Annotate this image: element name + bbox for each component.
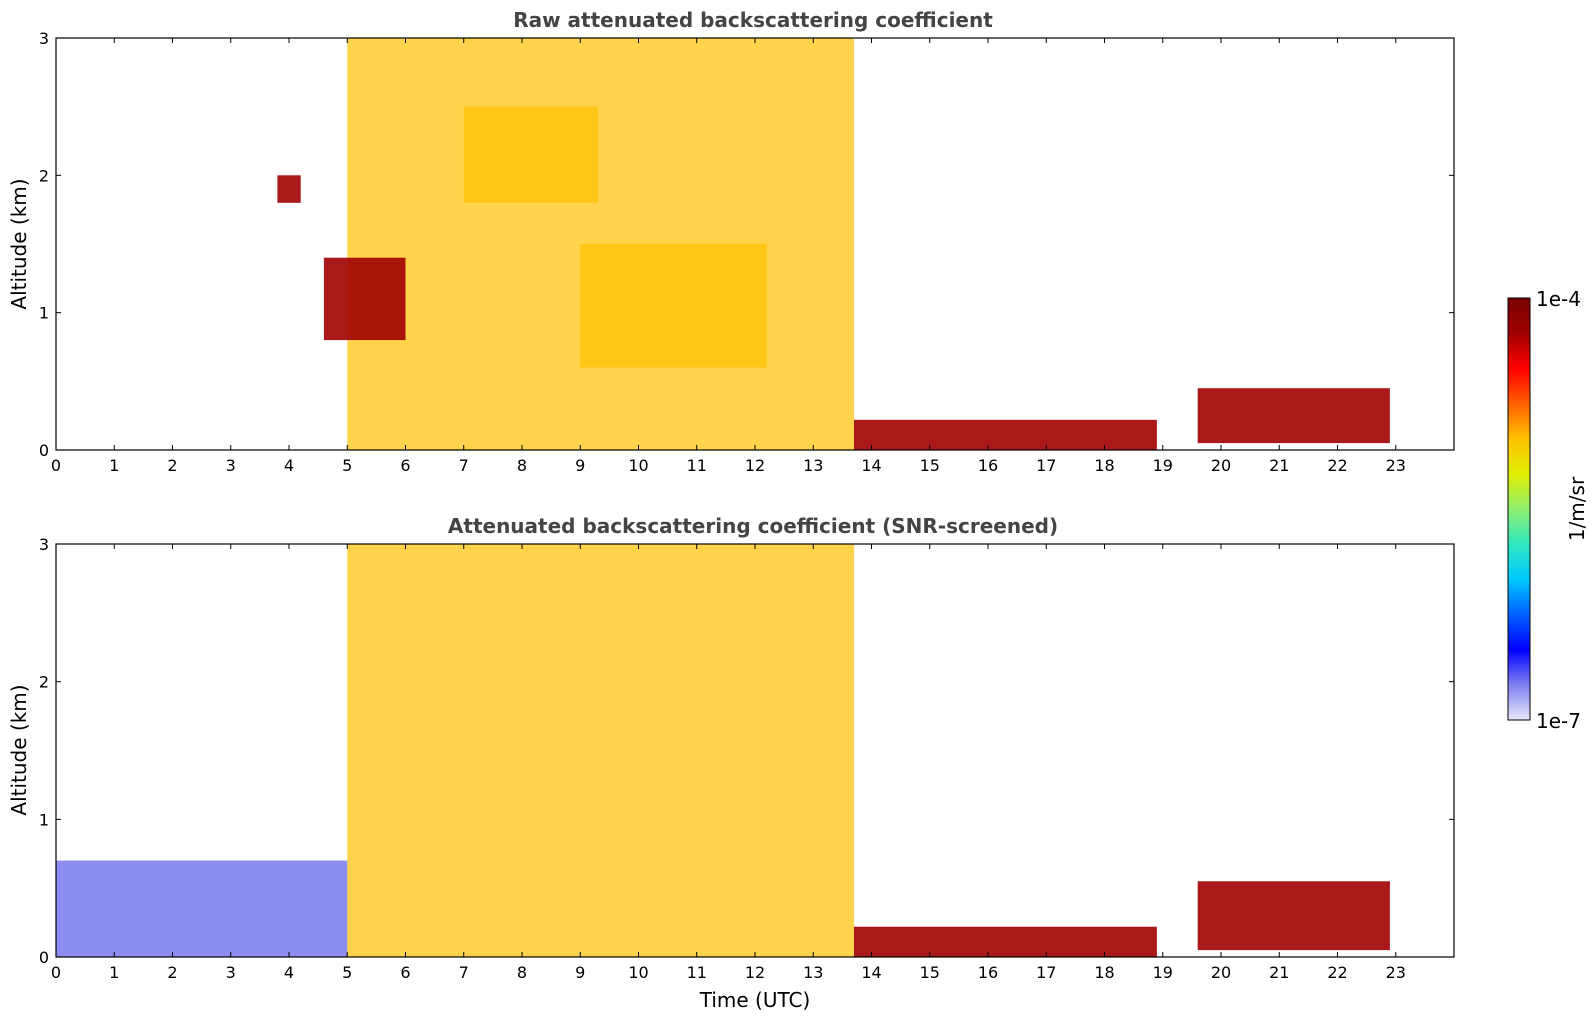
x-tick-label: 15 [920,963,940,982]
x-tick-label: 3 [226,963,236,982]
colorbar-bar [1507,297,1531,721]
top-plot-area [56,38,1454,450]
x-tick-label: 1 [109,456,119,475]
heatmap-feature [580,244,767,368]
x-tick-label: 3 [226,456,236,475]
x-tick-label: 14 [861,456,881,475]
x-tick-label: 16 [978,456,998,475]
x-tick-label: 7 [459,963,469,982]
x-tick-label: 5 [342,456,352,475]
x-tick-label: 20 [1211,456,1231,475]
y-tick-label: 2 [39,166,49,185]
heatmap-feature [1197,881,1390,951]
x-tick-label: 8 [517,963,527,982]
x-tick-label: 2 [167,456,177,475]
x-tick-label: 21 [1269,963,1289,982]
top-panel-title: Raw attenuated backscattering coefficien… [513,8,993,32]
bottom-y-axis-label: Altitude (km) [7,684,31,815]
colorbar-min-label: 1e-7 [1536,709,1581,733]
x-tick-label: 9 [575,963,585,982]
x-tick-label: 4 [284,963,294,982]
x-tick-label: 18 [1094,456,1114,475]
y-tick-label: 1 [39,810,49,829]
y-tick-label: 3 [39,535,49,554]
heatmap-feature [854,926,1157,957]
colorbar: 1e-4 1e-7 1/m/sr [1507,287,1589,733]
x-tick-label: 6 [400,456,410,475]
heatmap-feature [277,175,301,203]
colorbar-label: 1/m/sr [1565,476,1589,541]
y-tick-label: 2 [39,673,49,692]
top-y-ticks: 0 1 2 3 [39,29,1454,460]
x-tick-label: 1 [109,963,119,982]
x-tick-label: 12 [745,963,765,982]
bottom-plot-area [56,544,1454,957]
x-tick-label: 2 [167,963,177,982]
bottom-panel: 0 1 2 3 4 5 6 7 8 9 10 11 12 13 14 15 16 17 18 19 20 21 22 23 0… [39,535,1455,982]
x-tick-label: 20 [1211,963,1231,982]
colorbar-max-label: 1e-4 [1536,287,1581,311]
top-y-axis-label: Altitude (km) [7,178,31,309]
x-tick-label: 17 [1036,456,1056,475]
heatmap-feature [56,860,348,957]
y-tick-label: 0 [39,948,49,967]
y-tick-label: 0 [39,441,49,460]
x-tick-label: 11 [687,456,707,475]
top-x-ticks: 0 1 2 3 4 5 6 7 8 9 10 11 12 13 14 15 16 17 18 19 20 21 22 23 [51,38,1406,475]
x-tick-label: 9 [575,456,585,475]
x-tick-label: 22 [1327,963,1347,982]
x-axis-label: Time (UTC) [699,988,811,1012]
x-tick-label: 7 [459,456,469,475]
x-tick-label: 11 [687,963,707,982]
x-tick-label: 19 [1153,963,1173,982]
heatmap-feature [1197,388,1390,444]
x-tick-label: 0 [51,963,61,982]
bottom-panel-title: Attenuated backscattering coefficient (S… [448,514,1058,538]
x-tick-label: 17 [1036,963,1056,982]
x-tick-label: 15 [920,456,940,475]
x-tick-label: 10 [628,963,648,982]
x-tick-label: 16 [978,963,998,982]
x-tick-label: 23 [1386,963,1406,982]
bottom-y-ticks: 0 1 2 3 [39,535,1454,967]
x-tick-label: 21 [1269,456,1289,475]
bottom-x-ticks: 0 1 2 3 4 5 6 7 8 9 10 11 12 13 14 15 16 17 18 19 20 21 22 23 [51,544,1406,982]
x-tick-label: 18 [1094,963,1114,982]
top-panel: 0 1 2 3 4 5 6 7 8 9 10 11 12 13 14 15 16 17 18 19 20 21 22 23 0… [39,29,1455,475]
x-tick-label: 13 [803,456,823,475]
x-tick-label: 5 [342,963,352,982]
x-tick-label: 0 [51,456,61,475]
heatmap-feature [323,257,406,341]
x-tick-label: 8 [517,456,527,475]
heatmap-feature [347,544,855,957]
x-tick-label: 13 [803,963,823,982]
x-tick-label: 14 [861,963,881,982]
x-tick-label: 10 [628,456,648,475]
x-tick-label: 19 [1153,456,1173,475]
x-tick-label: 6 [400,963,410,982]
x-tick-label: 4 [284,456,294,475]
x-tick-label: 23 [1386,456,1406,475]
x-tick-label: 12 [745,456,765,475]
y-tick-label: 3 [39,29,49,48]
y-tick-label: 1 [39,304,49,323]
x-tick-label: 22 [1327,456,1347,475]
heatmap-feature [854,419,1157,450]
heatmap-feature [463,106,598,203]
